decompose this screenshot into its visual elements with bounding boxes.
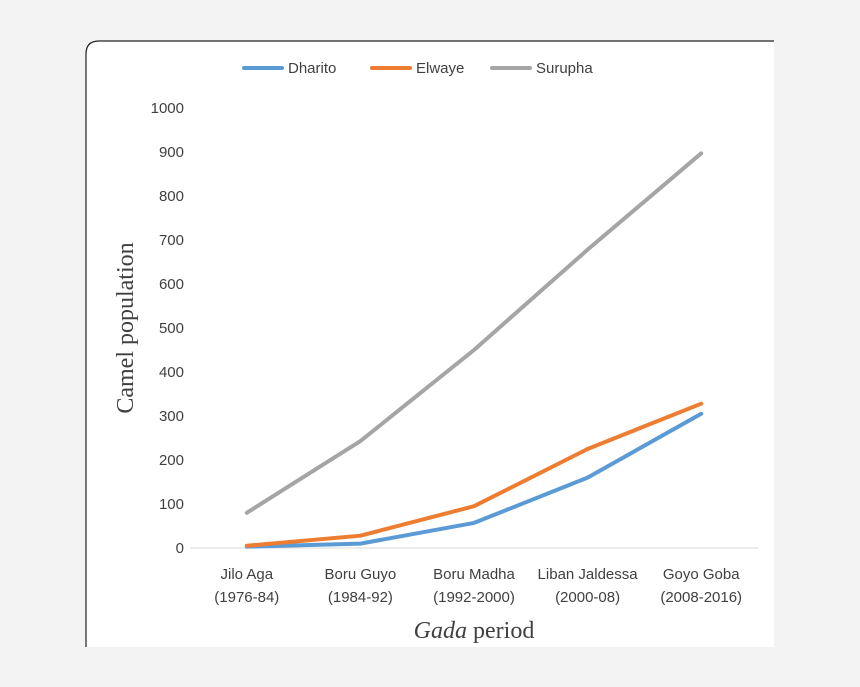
y-tick-label: 500	[159, 320, 184, 337]
series-line-surupha	[244, 151, 704, 515]
y-tick-label: 400	[159, 364, 184, 381]
x-axis-title-rest: period	[467, 618, 534, 644]
y-tick-label: 200	[159, 452, 184, 469]
x-tick-label-line: Jilo Aga	[221, 566, 274, 583]
x-tick-label-line: Boru Madha	[433, 566, 515, 583]
legend-label-dharito: Dharito	[288, 60, 336, 77]
series-line-dharito	[244, 411, 704, 549]
y-tick-label: 700	[159, 232, 184, 249]
x-tick-label: Liban Jaldessa (2000-08)	[538, 566, 639, 606]
x-tick-label-line: (1976-84)	[214, 589, 279, 606]
x-axis-title: Gada period	[414, 618, 535, 644]
x-tick-label-line: (1984-92)	[328, 589, 393, 606]
x-axis-ticks: Jilo Aga (1976-84)Boru Guyo (1984-92)Boru …	[214, 566, 742, 606]
x-tick-label-line: Boru Guyo	[325, 566, 397, 583]
x-axis-title-italic: Gada	[414, 618, 467, 644]
y-tick-label: 800	[159, 188, 184, 205]
y-tick-label: 900	[159, 144, 184, 161]
series-lines	[244, 151, 704, 549]
y-tick-label: 600	[159, 276, 184, 293]
x-tick-label: Jilo Aga (1976-84)	[214, 566, 279, 606]
chart-area	[86, 41, 774, 647]
x-tick-label: Goyo Goba (2008-2016)	[660, 566, 742, 606]
y-axis-ticks: 0 100 200 300 400 500 600 700 800 900 1000	[151, 100, 184, 557]
x-tick-label: Boru Madha (1992-2000)	[433, 566, 515, 606]
legend-label-elwaye: Elwaye	[416, 60, 464, 77]
legend-label-surupha: Surupha	[536, 60, 593, 77]
x-tick-label-line: (1992-2000)	[433, 589, 515, 606]
legend: Dharito Elwaye Surupha	[242, 60, 593, 77]
y-tick-label: 0	[176, 540, 184, 557]
x-tick-label-line: (2008-2016)	[660, 589, 742, 606]
y-axis-title: Camel population	[113, 242, 139, 413]
chart-border	[85, 40, 774, 647]
x-tick-label-line: (2000-08)	[555, 589, 620, 606]
y-tick-label: 100	[159, 496, 184, 513]
series-line-elwaye	[244, 401, 704, 548]
x-tick-label-line: Goyo Goba	[663, 566, 740, 583]
x-tick-label-line: Liban Jaldessa	[538, 566, 639, 583]
y-tick-label: 300	[159, 408, 184, 425]
y-tick-label: 1000	[151, 100, 184, 117]
x-tick-label: Boru Guyo (1984-92)	[325, 566, 397, 606]
